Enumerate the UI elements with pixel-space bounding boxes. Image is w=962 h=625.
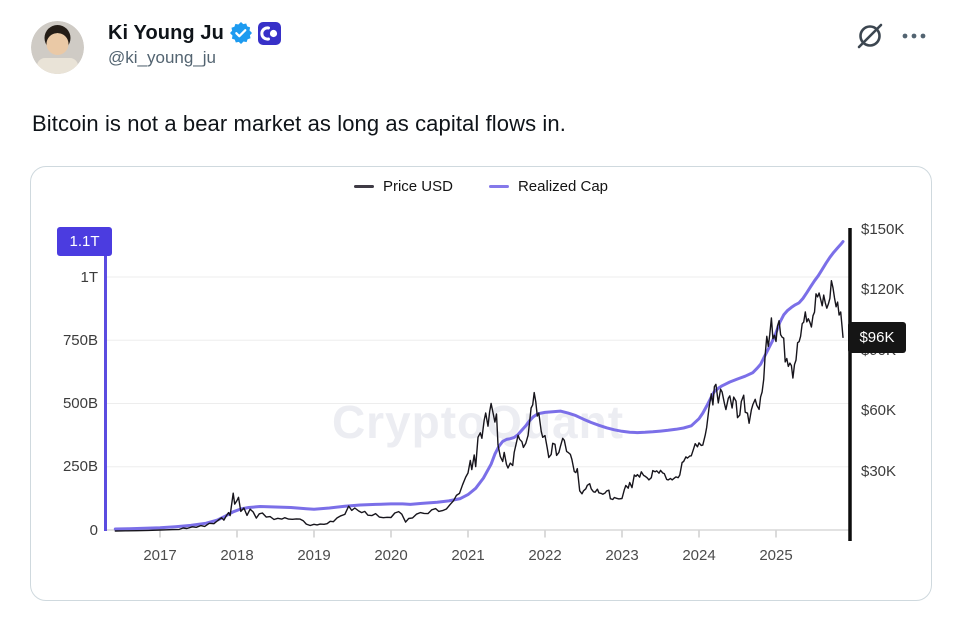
cryptoquant-org-badge-icon[interactable] (257, 21, 281, 45)
price-value-badge: $96K (848, 322, 906, 353)
left-tick-label: 750B (62, 331, 98, 349)
right-tick-label: $30K (861, 462, 897, 480)
left-tick-label: 1T (80, 268, 98, 286)
right-tick-label: $60K (861, 402, 897, 420)
x-tick-label: 2020 (374, 547, 408, 564)
x-tick-label: 2025 (759, 547, 793, 564)
left-tick-label: 500B (62, 395, 98, 412)
display-name[interactable]: Ki Young Ju (108, 21, 224, 44)
verified-badge-icon (229, 22, 252, 44)
handle[interactable]: @ki_young_ju (108, 48, 216, 67)
avatar[interactable] (31, 21, 84, 74)
grok-icon[interactable] (855, 21, 885, 51)
legend-swatch (353, 185, 374, 188)
x-tick-label: 2022 (528, 547, 562, 564)
x-tick-label: 2021 (451, 547, 485, 564)
x-tick-label: 2024 (682, 547, 716, 564)
left-tick-label: 250B (62, 458, 98, 476)
x-tick-label: 2023 (605, 547, 639, 564)
x-tick-label: 2018 (220, 547, 254, 564)
legend-item: Realized Cap (488, 178, 609, 195)
legend-swatch (488, 185, 509, 188)
more-menu-icon[interactable] (898, 27, 932, 45)
chart-card[interactable] (30, 166, 932, 601)
legend-item: Price USD (353, 178, 453, 195)
realized-cap-value-badge: 1.1T (57, 227, 112, 256)
chart-legend: Price USD Realized Cap (30, 178, 932, 195)
right-tick-label: $120K (861, 281, 905, 299)
avatar-image (31, 21, 84, 74)
legend-label: Price USD (382, 178, 453, 195)
tweet-text: Bitcoin is not a bear market as long as … (32, 111, 566, 136)
left-tick-label: 0 (89, 521, 98, 539)
right-tick-label: $150K (861, 220, 905, 238)
x-tick-label: 2017 (143, 547, 177, 564)
legend-label: Realized Cap (517, 178, 609, 195)
x-tick-label: 2019 (297, 547, 331, 564)
